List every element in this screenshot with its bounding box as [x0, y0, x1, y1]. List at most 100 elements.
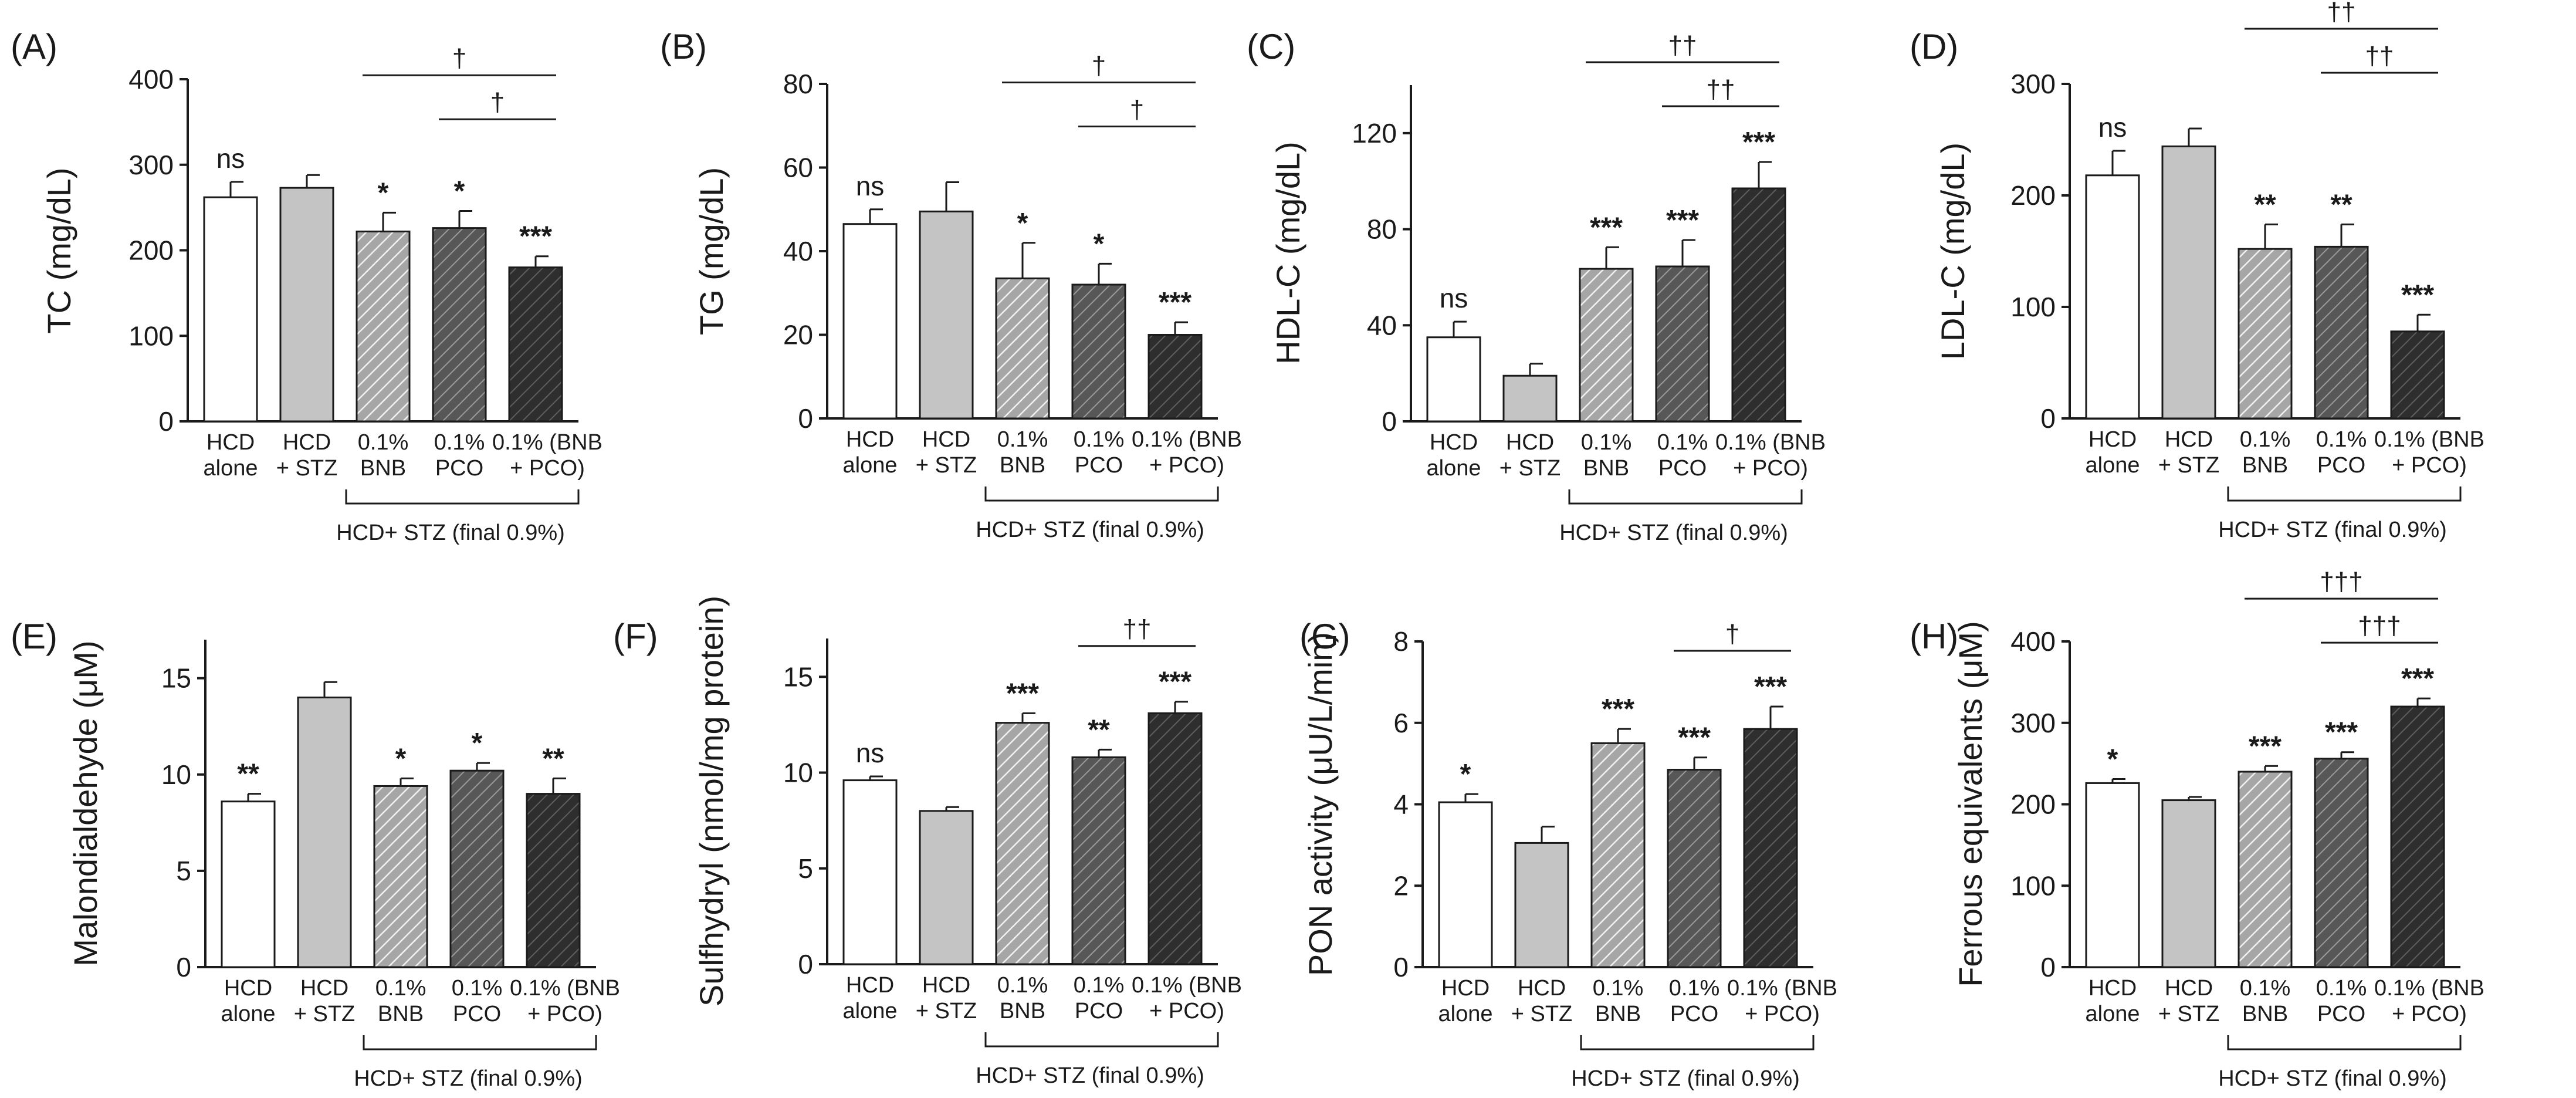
chart-panel-5: (E)Malondialdehyde (μM)051015**HCDaloneH… — [11, 617, 620, 1091]
category-label: 0.1% (BNB — [1715, 430, 1826, 455]
group-bracket — [2227, 487, 2462, 502]
group-label: HCD+ STZ (final 0.9%) — [1559, 521, 1788, 545]
significance-label: *** — [519, 221, 552, 252]
category-label: 0.1% (BNB — [1727, 976, 1837, 1001]
bar — [1731, 187, 1786, 423]
comparison-marker: †† — [2365, 42, 2394, 70]
y-tick-label: 5 — [798, 853, 813, 884]
bar — [297, 696, 352, 968]
category-label: 0.1% (BNB — [1132, 973, 1242, 998]
category-label: + PCO) — [1733, 456, 1808, 481]
group-label: HCD+ STZ (final 0.9%) — [976, 518, 1204, 542]
y-tick-label: 40 — [1367, 310, 1397, 340]
panel-letter: (D) — [1910, 27, 1958, 66]
category-label: + STZ — [2158, 453, 2220, 478]
y-tick-label: 0 — [1393, 952, 1409, 982]
comparison-marker: † — [1725, 620, 1739, 648]
y-tick-label: 400 — [2010, 626, 2056, 657]
category-label: 0.1% (BNB — [492, 430, 602, 455]
category-label: PCO — [1075, 453, 1123, 478]
bar — [2085, 174, 2140, 420]
chart-panel-1: (A)TC (mg/dL)0100200300400nsHCDaloneHCD+… — [11, 27, 602, 545]
category-label: 0.1% — [1669, 976, 1720, 1001]
y-tick-label: 200 — [2010, 180, 2056, 211]
group-label: HCD+ STZ (final 0.9%) — [1571, 1066, 1800, 1091]
bar — [1147, 712, 1203, 965]
category-label: 0.1% — [1581, 430, 1632, 455]
comparison-marker: † — [1130, 95, 1144, 124]
significance-label: ns — [216, 143, 245, 174]
panel-letter: (B) — [660, 27, 707, 66]
category-label: 0.1% — [2316, 976, 2367, 1001]
group-bracket — [984, 487, 1219, 502]
bar — [221, 800, 276, 968]
category-label: BNB — [2242, 453, 2288, 478]
y-tick-label: 200 — [128, 235, 174, 266]
significance-label: ns — [2098, 112, 2127, 143]
category-label: BNB — [360, 456, 406, 481]
category-label: 0.1% — [2240, 976, 2291, 1001]
y-tick-label: 400 — [128, 64, 174, 94]
category-label: HCD — [2165, 427, 2213, 452]
bar — [1426, 336, 1481, 423]
category-label: HCD — [207, 430, 255, 455]
y-tick-label: 120 — [1352, 118, 1397, 148]
significance-label: *** — [1742, 127, 1775, 158]
y-tick-label: 80 — [1367, 214, 1397, 245]
category-label: + PCO) — [2392, 453, 2467, 478]
category-label: + PCO) — [510, 456, 585, 481]
category-label: HCD — [2088, 976, 2137, 1001]
category-label: HCD — [846, 973, 894, 998]
category-label: + PCO) — [2392, 1002, 2467, 1026]
category-label: alone — [2086, 453, 2140, 478]
comparison-marker: ††† — [2358, 611, 2401, 640]
category-label: + PCO) — [1149, 999, 1224, 1023]
y-tick-label: 10 — [783, 758, 813, 788]
significance-label: * — [1460, 759, 1471, 790]
bar — [1071, 756, 1126, 965]
bar — [526, 793, 581, 968]
category-label: 0.1% — [375, 976, 426, 1001]
category-label: BNB — [1000, 453, 1045, 478]
panels: (A)TC (mg/dL)0100200300400nsHCDaloneHCD+… — [11, 0, 2484, 1091]
y-tick-label: 0 — [2040, 403, 2056, 434]
category-label: 0.1% — [1074, 427, 1125, 452]
bar — [919, 210, 974, 420]
y-axis-title: Sulfhydryl (nmol/mg protein) — [693, 596, 730, 1006]
significance-label: *** — [2401, 663, 2434, 694]
significance-label: ** — [2254, 189, 2276, 220]
bar — [2390, 330, 2445, 420]
significance-label: *** — [1602, 694, 1634, 725]
y-tick-label: 200 — [2010, 789, 2056, 820]
group-bracket — [2227, 1035, 2462, 1050]
bar — [449, 769, 505, 968]
significance-label: ns — [856, 738, 885, 768]
bar — [373, 785, 428, 968]
y-tick-label: 300 — [2010, 708, 2056, 738]
category-label: PCO — [453, 1002, 501, 1026]
y-tick-label: 300 — [2010, 69, 2056, 99]
bar — [356, 230, 411, 423]
bar — [2238, 248, 2293, 420]
y-tick-label: 15 — [783, 661, 813, 692]
category-label: 0.1% — [1657, 430, 1708, 455]
y-axis-title: PON activity (μU/L/min) — [1302, 632, 1339, 976]
significance-label: *** — [2401, 279, 2434, 310]
category-label: PCO — [435, 456, 483, 481]
bar — [995, 722, 1050, 965]
y-axis-title: TC (mg/dL) — [40, 167, 77, 333]
category-label: alone — [2086, 1002, 2140, 1026]
category-label: 0.1% — [452, 976, 503, 1001]
panel-letter: (C) — [1247, 27, 1295, 66]
bar — [2085, 782, 2140, 968]
category-label: 0.1% (BNB — [1132, 427, 1242, 452]
category-label: alone — [843, 999, 898, 1023]
category-label: HCD — [224, 976, 272, 1001]
bar — [1514, 842, 1569, 968]
significance-label: ** — [1088, 714, 1110, 745]
y-tick-label: 2 — [1393, 870, 1409, 901]
bar — [995, 277, 1050, 420]
